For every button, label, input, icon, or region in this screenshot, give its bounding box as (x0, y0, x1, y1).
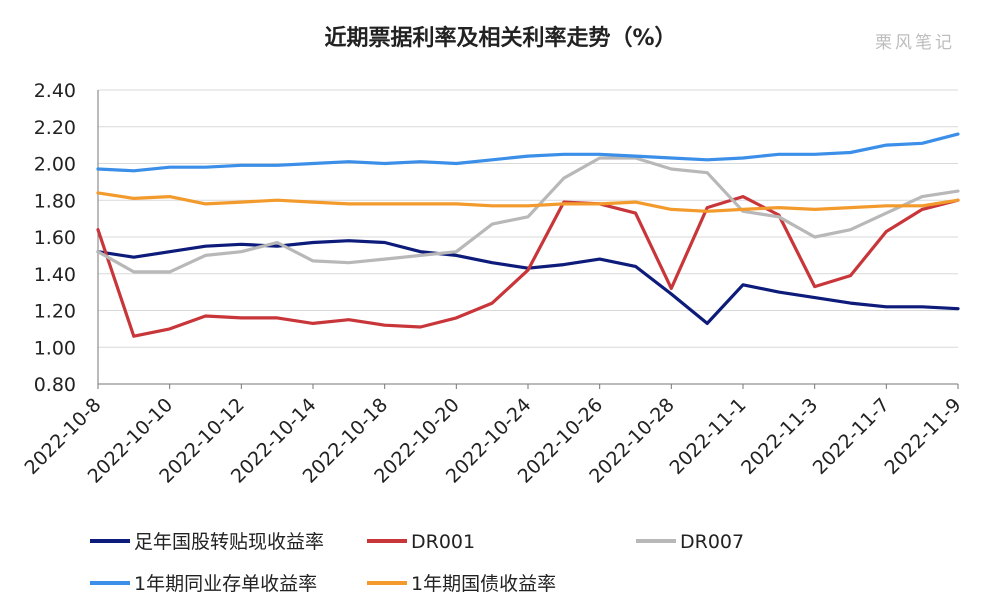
y-tick-label: 2.00 (34, 154, 76, 176)
series-line-4 (96, 132, 960, 173)
y-tick-label: 1.40 (34, 264, 76, 286)
x-tick-label: 2022-11-7 (809, 394, 894, 479)
legend-label: DR007 (680, 531, 744, 553)
series-line-5 (96, 191, 960, 213)
legend-label: DR001 (411, 531, 475, 553)
legend: 足年国股转贴现收益率 DR001 DR007 1年期同业存单收益率 1年期国债收益率 (90, 531, 744, 595)
x-tick-label: 2022-11-3 (737, 394, 822, 479)
y-tick-label: 2.20 (34, 117, 76, 139)
x-tick-label: 2022-11-1 (665, 394, 750, 479)
legend-label: 足年国股转贴现收益率 (134, 531, 324, 553)
y-tick-label: 1.20 (34, 301, 76, 323)
watermark-text: 栗风笔记 (875, 33, 955, 53)
gridlines (98, 89, 958, 348)
y-tick-label: 2.40 (34, 80, 76, 102)
series-lines (96, 132, 960, 338)
y-tick-label: 1.00 (34, 337, 76, 359)
y-tick-label: 1.80 (34, 190, 76, 212)
y-tick-label: 0.80 (34, 374, 76, 396)
chart-title: 近期票据利率及相关利率走势（%） (324, 26, 677, 51)
x-tick-labels: 2022-10-82022-10-102022-10-122022-10-142… (20, 394, 965, 488)
y-tick-labels: 0.80 1.00 1.20 1.40 1.60 1.80 2.00 2.20 2.40 (34, 80, 76, 396)
axes (97, 90, 959, 389)
series-line-3 (96, 156, 960, 274)
y-tick-label: 1.60 (34, 227, 76, 249)
legend-label: 1年期国债收益率 (411, 573, 556, 595)
series-line-2 (96, 195, 960, 338)
legend-label: 1年期同业存单收益率 (134, 573, 317, 595)
x-tick-label: 2022-11-9 (880, 394, 965, 479)
